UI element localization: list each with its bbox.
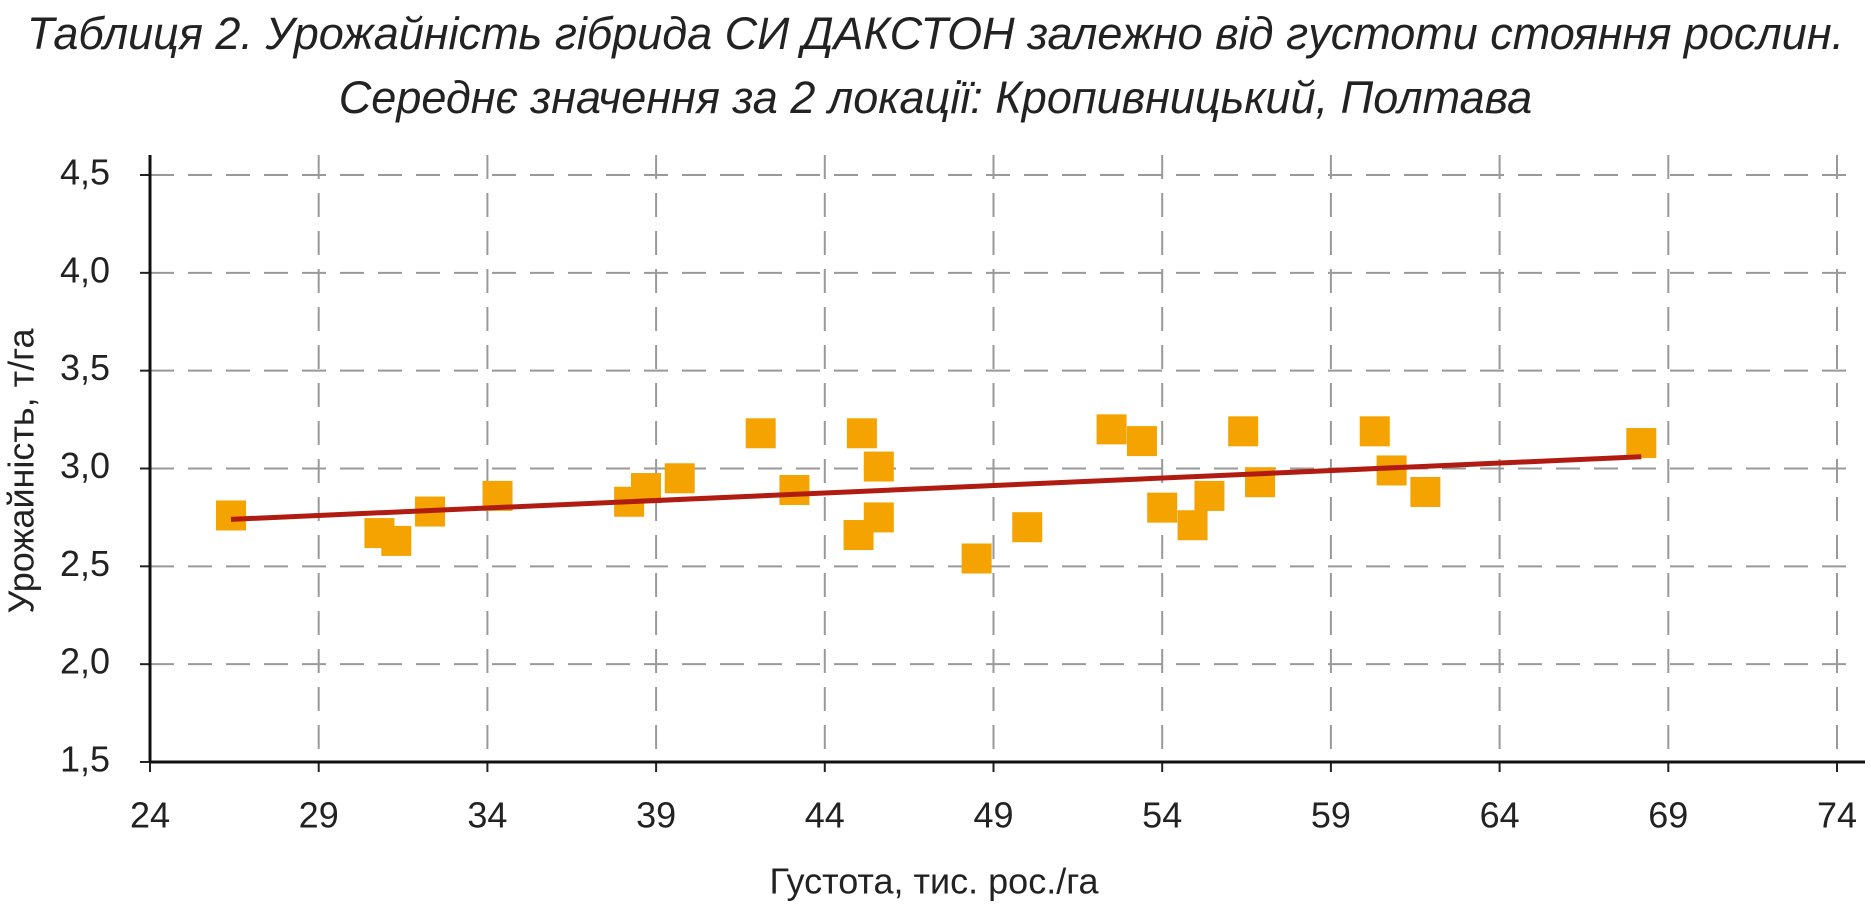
y-tick-label: 3,5 [60,347,110,388]
point [863,451,894,482]
point [1194,480,1225,511]
y-tick-label: 3,0 [60,445,110,486]
point [745,418,776,449]
x-tick-label: 29 [299,795,339,836]
x-axis-label: Густота, тис. рос./га [769,861,1099,902]
y-tick-label: 2,0 [60,641,110,682]
point [215,500,246,531]
point [1177,510,1208,541]
x-tick-label: 59 [1311,795,1351,836]
point [961,543,992,574]
point [664,463,695,494]
x-tick-label: 49 [973,795,1013,836]
y-axis-label: Урожайність, т/га [1,327,42,613]
chart-title: Таблиця 2. Урожайність гібрида СИ ДАКСТО… [26,8,1845,123]
x-tick-label: 24 [130,795,170,836]
x-tick-label: 74 [1817,795,1857,836]
point [863,502,894,533]
x-tick-label: 69 [1648,795,1688,836]
x-tick-label: 54 [1142,795,1182,836]
point [1228,416,1259,447]
point [779,475,810,506]
x-tick-label: 64 [1480,795,1520,836]
point [1626,428,1657,459]
y-tick-label: 4,5 [60,152,110,193]
point [1359,416,1390,447]
x-tick-label: 39 [636,795,676,836]
point [1147,492,1178,523]
y-tick-label: 4,0 [60,249,110,290]
trend-line [230,454,1642,522]
point [1126,426,1157,457]
x-tick-label: 44 [805,795,845,836]
point [1012,512,1043,543]
point [1410,476,1441,507]
y-tick-label: 2,5 [60,543,110,584]
point [1096,414,1127,445]
y-tick-label: 1,5 [60,739,110,780]
point [846,418,877,449]
point [381,525,412,556]
x-tick-label: 34 [467,795,507,836]
